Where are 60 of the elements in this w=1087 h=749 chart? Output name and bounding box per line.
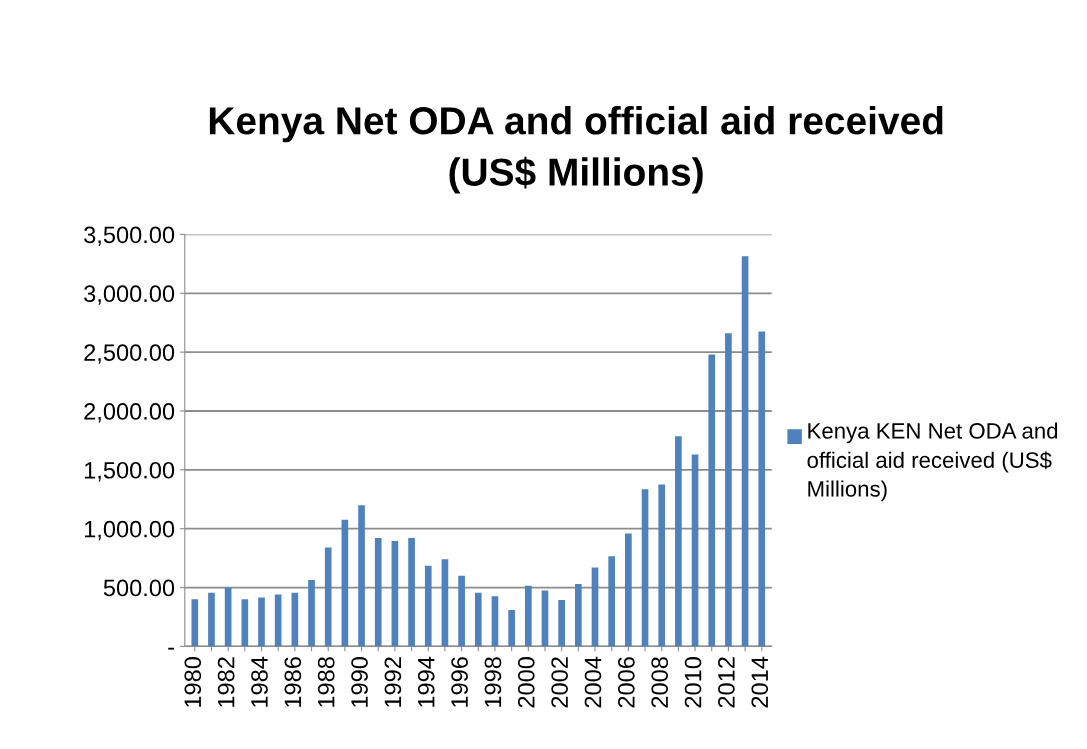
bar [441,559,449,647]
x-tick-label: 1988 [317,657,335,707]
y-tick-label: 3,500.00 [84,226,175,247]
x-tick-label: 1996 [451,657,468,707]
bar [491,596,499,647]
bar [608,556,616,647]
bar [241,599,249,647]
x-tick-label: 2014 [751,656,769,708]
bar [625,533,632,647]
x-tick-label: 1990 [351,657,368,707]
bar [208,592,215,647]
y-tick-label: 3,000.00 [84,285,175,305]
bar [341,519,349,647]
y-tick-label: 500.00 [103,579,175,597]
x-tick-label: 2006 [617,657,635,708]
bar [358,505,365,647]
x-tick-label: 1994 [417,656,435,707]
bar [458,575,465,647]
bar [324,547,332,647]
y-tick-label: 1,500.00 [84,461,175,482]
bar [391,541,399,647]
bar [741,256,749,647]
x-tick-label: 2000 [517,657,535,708]
y-tick-label: 2,500.00 [84,344,175,364]
x-tick-label: 2008 [651,657,669,708]
bar [258,597,265,647]
x-tick-label: 2012 [718,657,735,708]
x-tick-label: 2002 [551,657,568,708]
bar [758,331,766,647]
x-tick-label: 1992 [384,657,402,707]
x-tick-label: 1982 [217,657,235,707]
x-tick-label: 2010 [684,657,702,708]
bar [541,590,549,647]
bar [658,484,666,647]
bar [691,454,699,647]
x-tick-label: 2004 [584,656,602,708]
x-tick-label: 1986 [284,657,302,707]
bar [524,585,532,647]
x-tick-label: 1998 [484,657,502,707]
bar [725,333,732,647]
bar [474,592,482,647]
bar [558,599,565,647]
y-tick-label: 1,000.00 [84,520,175,541]
bar [424,565,432,647]
bar [575,584,582,647]
bar [408,538,415,647]
y-tick-label: - [168,647,175,650]
bar [508,609,515,647]
bar [308,579,315,647]
x-tick-label: 1980 [184,657,202,707]
bar [675,436,682,647]
chart-title: Kenya Net ODA and official aid received (US$ Millions) [209,105,943,194]
y-tick-label: 2,000.00 [84,403,175,423]
bar [708,354,716,647]
legend-label: Kenya KEN Net ODA and official aid received (US$ Millions) [807,422,1058,502]
x-tick-label: 1984 [251,656,268,707]
bar [374,538,382,647]
bar [274,594,282,647]
bar [191,599,199,647]
bar [641,489,649,647]
